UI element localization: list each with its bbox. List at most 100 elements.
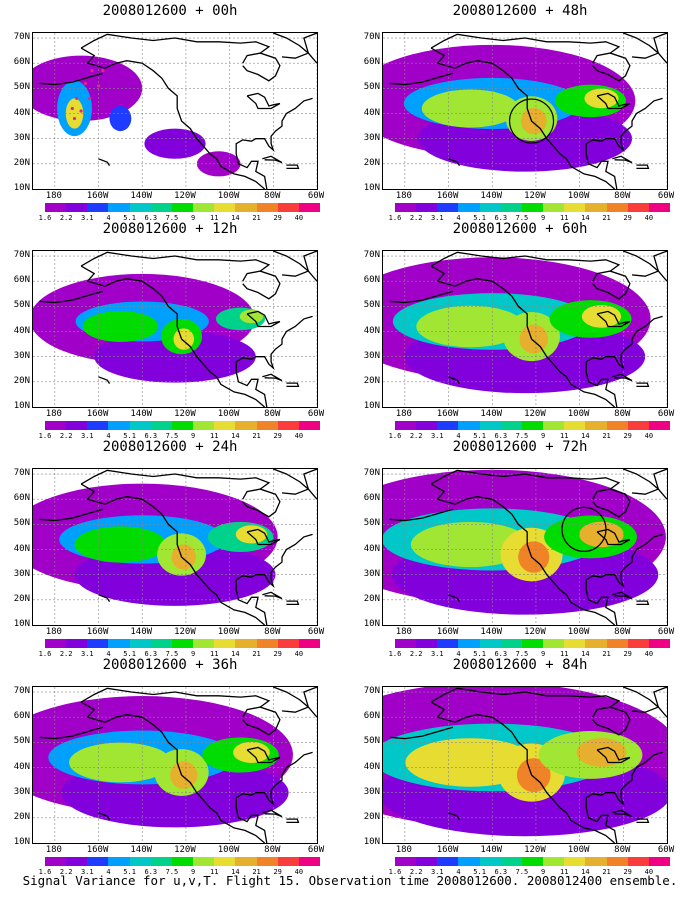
coastline <box>80 469 271 490</box>
latitude-label: 40N <box>363 543 380 554</box>
longitude-label: 100W <box>567 845 590 855</box>
colorbar-swatch <box>277 203 299 212</box>
longitude-label: 60W <box>307 409 325 419</box>
colorbar-label: 21 <box>252 650 261 658</box>
map-frame <box>382 468 668 626</box>
colorbar-swatch <box>543 203 565 212</box>
coastline <box>592 706 631 736</box>
coastline <box>246 310 281 328</box>
latitude-label: 60N <box>13 493 30 504</box>
figure-caption: Signal Variance for u,v,T. Flight 15. Ob… <box>22 873 678 888</box>
colorbar-label: 29 <box>273 214 282 222</box>
longitude-label: 140W <box>480 627 503 637</box>
latitude-label: 60N <box>13 275 30 286</box>
colorbar-label: 9 <box>540 214 546 222</box>
coastline <box>585 533 663 625</box>
coastline <box>430 483 616 625</box>
longitude-label: 60W <box>657 627 675 637</box>
map-frame <box>382 32 668 190</box>
colorbar-swatch <box>395 421 417 430</box>
variance-field-map <box>33 687 317 843</box>
colorbar-swatch <box>395 203 417 212</box>
latitude-label: 10N <box>363 837 380 847</box>
colorbar-label: 9 <box>540 432 546 440</box>
colorbar-swatch <box>150 203 172 212</box>
colorbar-label: 9 <box>190 214 196 222</box>
coastline <box>80 483 266 625</box>
colorbar-label: 3.1 <box>430 214 444 222</box>
longitude-label: 160W <box>436 845 459 855</box>
colorbar-swatch <box>193 203 215 212</box>
variance-field-map <box>33 33 317 189</box>
latitude-label: 10N <box>363 619 380 629</box>
colorbar-label: 3.1 <box>80 868 94 876</box>
coastline <box>80 251 271 272</box>
contour-fill <box>235 525 268 544</box>
colorbar-label: 11 <box>560 650 569 658</box>
latitude-label: 10N <box>13 619 30 629</box>
longitude-label: 120W <box>524 409 546 419</box>
longitude-label: 100W <box>567 627 590 637</box>
coastline <box>389 726 454 740</box>
flight-track-dot <box>101 69 105 73</box>
colorbar-swatch <box>564 639 586 648</box>
coastline <box>430 265 616 407</box>
coastline <box>80 47 266 189</box>
longitude-label: 80W <box>264 845 281 855</box>
colorbar-label: 7.5 <box>515 868 529 876</box>
colorbar-label: 1.6 <box>388 650 402 658</box>
latitude-label: 20N <box>13 375 30 386</box>
colorbar-label: 29 <box>273 650 282 658</box>
longitude-label: 60W <box>657 845 675 855</box>
colorbar-swatch <box>256 857 278 866</box>
latitude-label: 20N <box>363 593 380 604</box>
colorbar-label: 14 <box>231 214 240 222</box>
coastline <box>80 265 266 407</box>
colorbar-label: 6.3 <box>494 868 508 876</box>
colorbar-label: 1.6 <box>388 868 402 876</box>
colorbar-swatch <box>66 857 88 866</box>
colorbar-swatch <box>129 421 151 430</box>
longitude-label: 180 <box>45 627 62 637</box>
colorbar-swatch <box>171 639 194 648</box>
colorbar-swatch <box>564 203 586 212</box>
longitude-label: 140W <box>480 191 503 201</box>
colorbar-label: 21 <box>602 868 611 876</box>
colorbar-label: 7.5 <box>165 650 179 658</box>
panel-title: 2008012600 + 36h <box>102 657 238 673</box>
variance-field-map <box>383 687 667 843</box>
colorbar-swatch <box>627 639 649 648</box>
colorbar-swatch <box>585 203 607 212</box>
colorbar-swatch <box>585 421 607 430</box>
colorbar-swatch <box>479 421 501 430</box>
flight-track-dot <box>83 81 88 85</box>
coastline <box>430 469 621 490</box>
coastline <box>448 158 461 166</box>
coastline <box>430 47 616 189</box>
coastline <box>612 591 633 600</box>
colorbar-label: 5.1 <box>473 214 486 222</box>
colorbar-swatch <box>298 857 321 866</box>
colorbar-swatch <box>171 857 194 866</box>
longitude-label: 100W <box>217 845 240 855</box>
contour-fill <box>520 107 547 135</box>
map-frame <box>32 32 318 190</box>
colorbar-label: 3.1 <box>80 432 94 440</box>
latitude-label: 40N <box>13 543 30 554</box>
latitude-label: 30N <box>13 568 30 579</box>
colorbar-label: 14 <box>231 650 240 658</box>
colorbar-swatch <box>437 203 459 212</box>
coastline <box>596 310 631 328</box>
coastline <box>653 251 667 282</box>
colorbar-label: 29 <box>623 868 632 876</box>
latitude-label: 50N <box>13 518 30 529</box>
contour-fill <box>519 324 548 354</box>
colorbar-swatch <box>606 421 628 430</box>
colorbar-label: 29 <box>623 214 632 222</box>
longitude-label: 160W <box>86 409 109 419</box>
colorbar-swatch <box>171 203 194 212</box>
colorbar-label: 4 <box>106 432 111 440</box>
colorbar-swatch <box>235 639 257 648</box>
contour-fill <box>421 89 519 128</box>
colorbar-swatch <box>627 203 649 212</box>
